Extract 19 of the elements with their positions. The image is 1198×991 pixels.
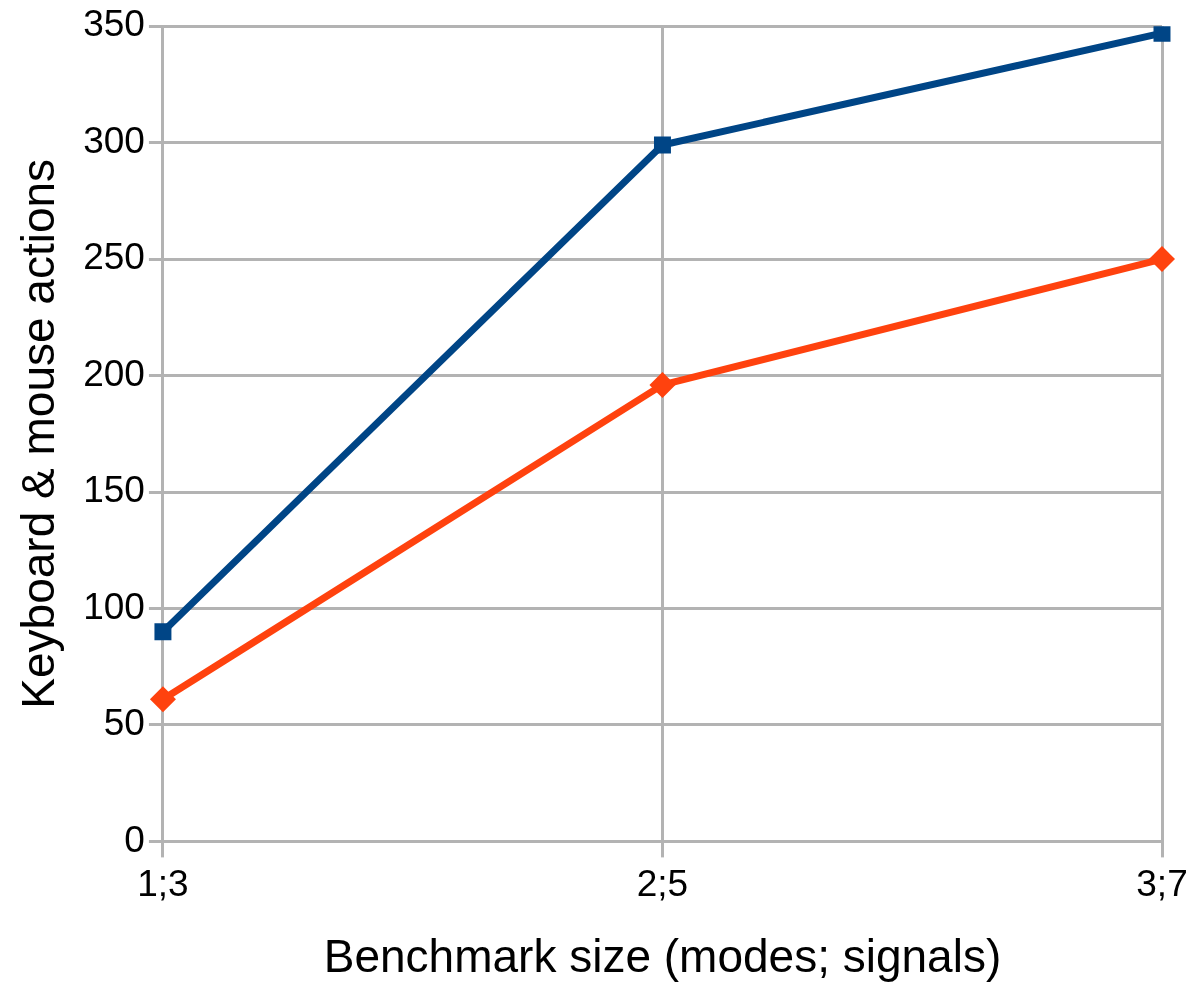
point <box>1149 246 1175 273</box>
y-tick-label: 300 <box>83 119 145 161</box>
point <box>149 686 176 713</box>
x-tick-label: 1;3 <box>137 862 189 904</box>
point <box>653 136 671 154</box>
point <box>154 623 172 641</box>
y-tick-label: 100 <box>83 585 145 627</box>
point <box>1153 26 1171 42</box>
y-tick-label: 50 <box>103 702 145 744</box>
y-tick-label: 200 <box>83 352 145 394</box>
x-tick-label: 3;7 <box>1136 862 1188 904</box>
y-tick-label: 350 <box>83 3 145 45</box>
x-axis-title: Benchmark size (modes; signals) <box>323 930 1002 983</box>
x-tick-label: 2;5 <box>636 862 689 904</box>
y-axis-title: Keyboard & mouse actions <box>12 158 65 709</box>
y-tick-label: 250 <box>83 236 145 278</box>
y-tick-label: 150 <box>83 469 145 511</box>
point <box>649 371 676 398</box>
y-tick-label: 0 <box>124 818 145 860</box>
